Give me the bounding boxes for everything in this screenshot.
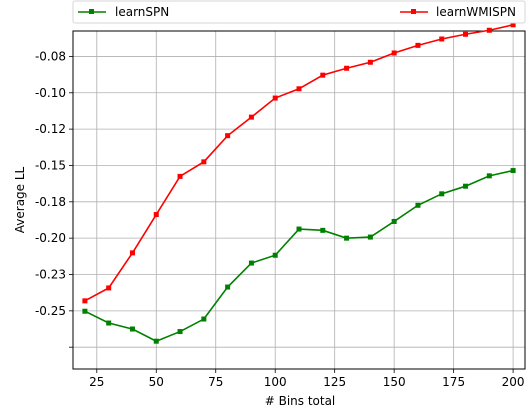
data-point	[272, 252, 278, 258]
series-learnspn	[82, 168, 516, 344]
legend-marker-learnwmispn	[411, 9, 416, 14]
data-point	[177, 329, 183, 335]
legend-entry-learnwmispn: learnWMISPN	[400, 5, 516, 19]
plot-frame	[72, 30, 526, 370]
legend-label-learnspn: learnSPN	[115, 5, 169, 19]
x-tick-label: 150	[383, 375, 406, 389]
series-line-learnspn	[84, 169, 514, 343]
legend-box	[72, 0, 526, 24]
y-tick-label: -0.12	[35, 122, 66, 136]
data-point	[344, 65, 350, 71]
x-tick-label: 100	[264, 375, 287, 389]
y-tick-label: -0.23	[35, 268, 66, 282]
y-axis-label: Average LL	[13, 166, 27, 233]
series-layer	[82, 22, 516, 344]
x-tick-label: 75	[208, 375, 223, 389]
data-point	[177, 173, 183, 179]
y-tick-label: -0.20	[35, 231, 66, 245]
data-point	[415, 42, 421, 48]
data-point	[439, 36, 445, 42]
data-point	[106, 320, 112, 326]
data-point	[463, 31, 469, 37]
data-point	[391, 50, 397, 56]
legend: learnSPN learnWMISPN	[72, 0, 526, 24]
data-point	[344, 235, 350, 241]
data-point	[248, 260, 254, 266]
grid	[73, 31, 525, 369]
data-point	[201, 159, 207, 165]
y-tick-label: -0.08	[35, 49, 66, 63]
data-point	[463, 183, 469, 189]
tick-labels: 25 50 75 100 125 150 175 200 -0.08 -0.10 -0.12 -0.1…	[35, 49, 525, 389]
data-point	[248, 114, 254, 120]
data-point	[320, 72, 326, 78]
data-point	[129, 326, 135, 332]
data-point	[153, 338, 159, 344]
x-tick-label: 25	[89, 375, 104, 389]
y-tick-label: -0.18	[35, 195, 66, 209]
data-point	[296, 226, 302, 232]
y-tick-label: -0.25	[35, 304, 66, 318]
series-line-learnwmispn	[84, 24, 514, 302]
data-point	[391, 218, 397, 224]
data-point	[225, 284, 231, 290]
series-learnwmispn	[82, 22, 516, 304]
data-point	[153, 212, 159, 218]
data-point	[439, 191, 445, 197]
x-tick-label: 125	[323, 375, 346, 389]
data-point	[82, 308, 88, 314]
x-tick-label: 50	[149, 375, 164, 389]
legend-marker-learnspn	[89, 9, 94, 14]
x-tick-label: 175	[442, 375, 465, 389]
data-point	[106, 285, 112, 291]
data-point	[129, 250, 135, 256]
data-point	[510, 22, 516, 28]
data-point	[320, 227, 326, 233]
data-point	[367, 234, 373, 240]
data-point	[82, 298, 88, 304]
data-point	[272, 95, 278, 101]
data-point	[367, 59, 373, 65]
data-point	[486, 173, 492, 179]
x-tick-label: 200	[502, 375, 525, 389]
data-point	[201, 316, 207, 322]
y-tick-label: -0.10	[35, 86, 66, 100]
data-point	[296, 86, 302, 92]
legend-entry-learnspn: learnSPN	[78, 5, 169, 19]
axes	[69, 30, 526, 373]
data-point	[510, 168, 516, 174]
data-point	[225, 133, 231, 139]
data-point	[486, 27, 492, 33]
legend-label-learnwmispn: learnWMISPN	[436, 5, 516, 19]
x-axis-label: # Bins total	[265, 394, 336, 408]
y-tick-label: -0.15	[35, 158, 66, 172]
data-point	[415, 202, 421, 208]
